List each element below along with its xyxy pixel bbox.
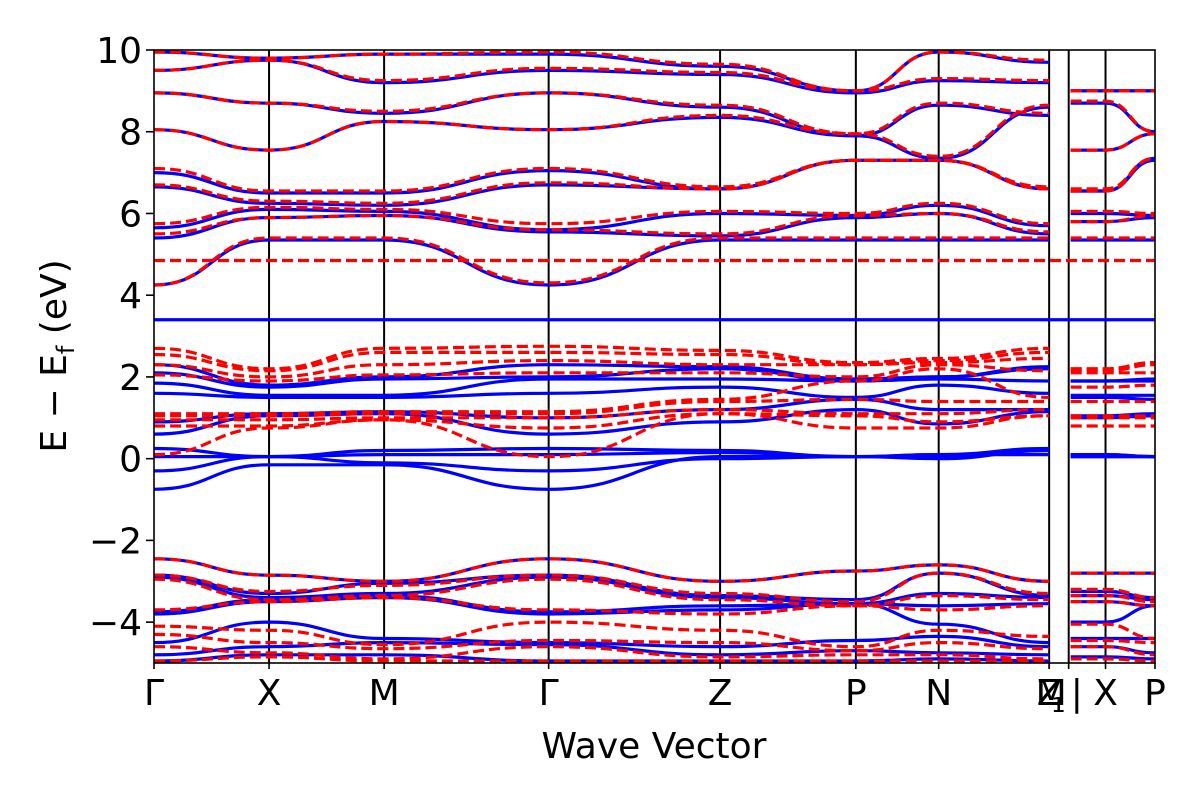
red-dashed-band	[154, 577, 1155, 608]
red-dashed-band	[154, 571, 1155, 604]
red-dashed-band	[154, 557, 1155, 583]
y-ticks: −4 −2 0 2 4 6 8 10	[89, 31, 154, 644]
blue-solid-band	[154, 383, 1155, 401]
x-tick-label: |	[1071, 673, 1083, 714]
y-axis-label: E − Ef (eV)	[34, 259, 80, 452]
blue-solid-band	[154, 203, 1155, 232]
x-tick-label: Z	[1037, 673, 1062, 714]
red-dashed-band	[154, 91, 1155, 158]
red-dashed-band	[154, 655, 1155, 663]
y-axis-label-text: E − Ef (eV)	[34, 259, 80, 452]
blue-solid-band	[154, 363, 1155, 387]
red-dashed-band	[154, 620, 1155, 649]
blue-solid-band	[154, 377, 1155, 397]
red-dashed-band	[154, 201, 1155, 226]
red-dashed-band	[154, 236, 1155, 287]
y-axis-label-subscript: f	[52, 345, 80, 354]
x-axis-label: Wave Vector	[542, 726, 767, 767]
red-dashed-band	[154, 344, 1155, 371]
red-dashed-band	[154, 412, 1155, 430]
x-tick-label: ₁	[1051, 680, 1065, 721]
y-tick-label: 4	[119, 276, 142, 317]
y-axis-label-main: E − E	[34, 354, 75, 453]
x-tick-label: M	[369, 673, 400, 714]
red-dashed-band	[154, 211, 1155, 236]
red-dashed-band	[154, 50, 1155, 93]
x-tick-label: X	[257, 673, 282, 714]
red-dashed-band	[154, 595, 1155, 616]
red-dashed-band	[154, 363, 1155, 383]
blue-solid-band	[154, 446, 1155, 459]
y-tick-label: 8	[119, 113, 142, 154]
red-dashed-band	[154, 101, 1155, 152]
red-dashed-band	[154, 645, 1155, 661]
red-dashed-band	[154, 397, 1155, 418]
red-dashed-band	[154, 356, 1155, 379]
y-tick-label: −2	[89, 521, 142, 562]
x-tick-label: Z	[708, 673, 733, 714]
x-tick-label: P	[1144, 673, 1166, 714]
kpoint-lines	[268, 50, 1107, 663]
y-tick-label: −4	[89, 603, 142, 644]
y-axis-label-unit: (eV)	[34, 259, 75, 334]
red-dashed-band	[154, 412, 1155, 459]
x-tick-label: M	[1036, 673, 1067, 714]
band-lines	[154, 50, 1155, 663]
red-dashed-band	[154, 156, 1155, 193]
blue-solid-band	[154, 653, 1155, 663]
red-dashed-band	[154, 367, 1155, 416]
y-axis-label-gap	[34, 334, 75, 345]
y-tick-label: 0	[119, 440, 142, 481]
red-dashed-band	[154, 407, 1155, 422]
blue-solid-band	[154, 238, 1155, 287]
y-tick-label: 10	[96, 31, 142, 72]
x-tick-label: Γ	[144, 673, 164, 714]
plot-frame	[153, 49, 1156, 664]
red-dashed-band	[154, 632, 1155, 653]
x-ticks: Γ X M Γ Z P N ZM₁ | X P	[144, 663, 1166, 721]
y-tick-label: 2	[119, 358, 142, 399]
x-tick-label: X	[1093, 673, 1118, 714]
x-tick-label: N	[925, 673, 952, 714]
x-tick-label: P	[845, 673, 867, 714]
y-tick-label: 6	[119, 194, 142, 235]
x-tick-label: Γ	[539, 673, 559, 714]
